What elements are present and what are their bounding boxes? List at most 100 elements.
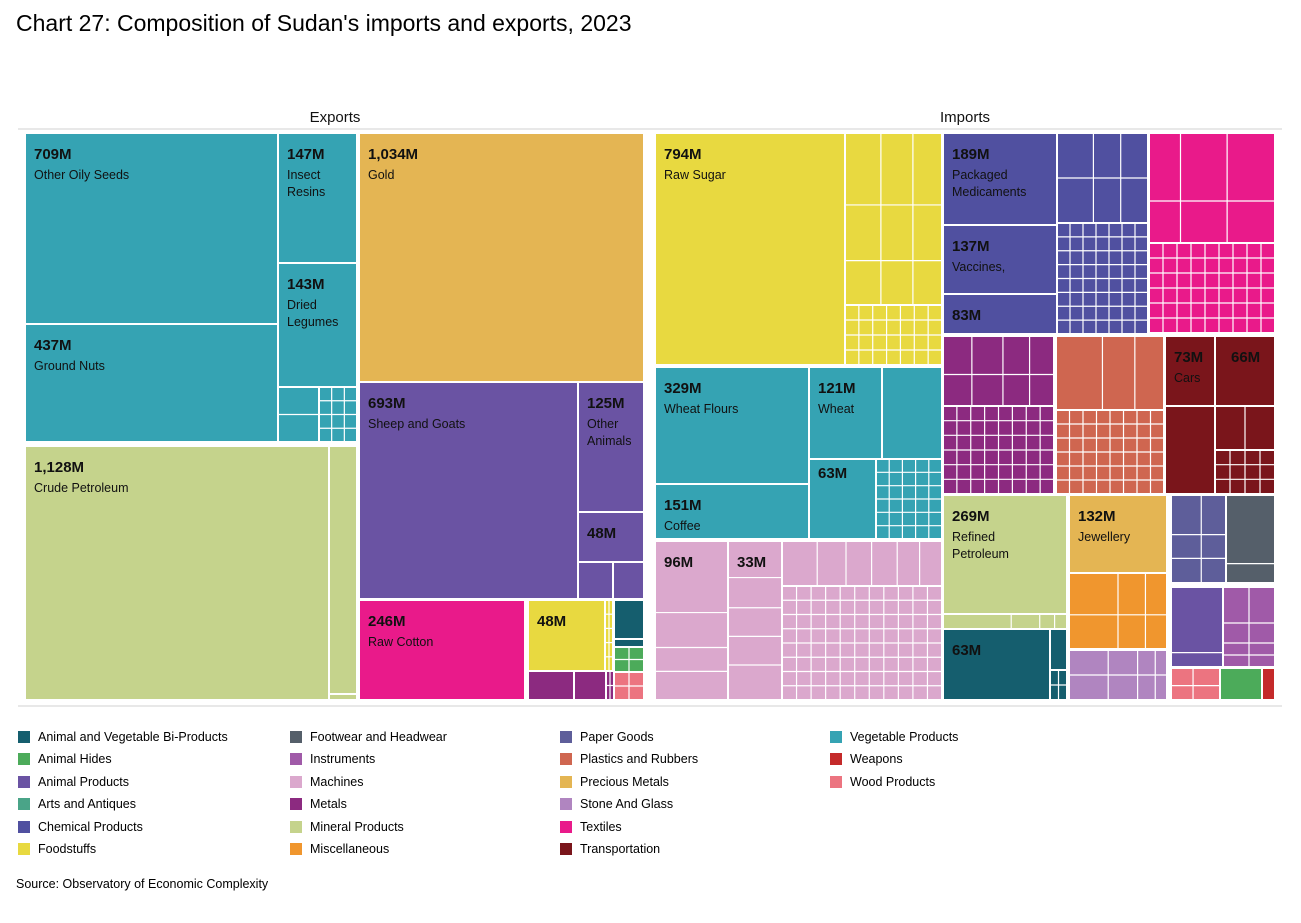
source-note: Source: Observatory of Economic Complexi… bbox=[16, 877, 269, 891]
legend-swatch bbox=[560, 843, 572, 855]
legend-item: Plastics and Rubbers bbox=[560, 752, 698, 766]
data-label-name: Other Animals bbox=[587, 417, 631, 448]
treemap-subdivision bbox=[1215, 450, 1275, 494]
legend-item: Chemical Products bbox=[18, 820, 143, 834]
block-raw-sugar bbox=[654, 132, 846, 366]
legend-swatch bbox=[18, 820, 30, 833]
legend-item: Animal Products bbox=[18, 775, 129, 789]
legend-item: Animal and Vegetable Bi-Products bbox=[18, 730, 228, 744]
data-label-name: Coffee bbox=[664, 519, 701, 533]
legend-label: Metals bbox=[310, 797, 347, 812]
legend-item: Precious Metals bbox=[560, 775, 669, 789]
data-label-value: 73M bbox=[1174, 349, 1203, 366]
block-veg-63m bbox=[808, 458, 877, 540]
data-label-name: Insect Resins bbox=[287, 168, 325, 199]
legend-item: Arts and Antiques bbox=[18, 797, 136, 811]
block-raw-cotton bbox=[358, 599, 526, 701]
legend-swatch bbox=[830, 731, 842, 743]
data-label-name: Other Oily Seeds bbox=[34, 168, 129, 182]
block-bi-63m bbox=[942, 628, 1051, 701]
block-machines-33m bbox=[727, 540, 783, 701]
legend-label: Transportation bbox=[580, 842, 661, 856]
treemap-subdivision bbox=[943, 336, 1054, 406]
legend-swatch bbox=[290, 775, 302, 788]
data-label-name: Cars bbox=[1174, 371, 1200, 385]
data-label-name: Ground Nuts bbox=[34, 359, 105, 373]
legend-label: Animal Products bbox=[38, 774, 130, 789]
legend-label: Plastics and Rubbers bbox=[580, 752, 699, 767]
block-bi-products bbox=[613, 638, 645, 648]
treemap-subdivision bbox=[1149, 243, 1275, 333]
legend-item: Mineral Products bbox=[290, 820, 404, 834]
block-mineral-tiny bbox=[328, 693, 358, 701]
block-sheep-goats bbox=[358, 381, 579, 600]
legend-swatch bbox=[560, 820, 572, 833]
block-coffee bbox=[654, 483, 810, 540]
treemap-subdivision bbox=[1223, 587, 1275, 667]
panel-title-exports: Exports bbox=[310, 109, 361, 126]
treemap-subdivision bbox=[1171, 668, 1220, 700]
block-machines-group bbox=[781, 540, 943, 587]
block-animal-small bbox=[612, 561, 645, 600]
legend-swatch bbox=[18, 843, 30, 855]
treemap-subdivision bbox=[728, 576, 782, 666]
legend-item: Transportation bbox=[560, 842, 660, 856]
block-dried-legumes bbox=[277, 262, 358, 388]
block-paper bbox=[1170, 494, 1227, 584]
data-label-value: 437M bbox=[34, 337, 72, 354]
block-crude-petroleum bbox=[24, 445, 330, 701]
data-label-value: 48M bbox=[537, 613, 566, 630]
block-veg-import bbox=[881, 366, 943, 460]
treemap-subdivision bbox=[614, 647, 644, 672]
data-label-value: 1,128M bbox=[34, 459, 84, 476]
data-label-value: 1,034M bbox=[368, 146, 418, 163]
data-label-name: Packaged Medicaments bbox=[952, 168, 1026, 199]
data-label-value: 96M bbox=[664, 554, 693, 571]
data-label-value: 137M bbox=[952, 238, 990, 255]
block-bi-products bbox=[613, 599, 645, 640]
legend-label: Footwear and Headwear bbox=[310, 730, 447, 744]
legend-item: Textiles bbox=[560, 820, 622, 834]
treemap-subdivision bbox=[876, 459, 942, 539]
block-gold bbox=[358, 132, 645, 383]
treemap-subdivision bbox=[614, 672, 644, 700]
legend-swatch bbox=[290, 820, 302, 833]
data-label-value: 189M bbox=[952, 146, 990, 163]
block-wood bbox=[1170, 667, 1221, 701]
data-label-value: 143M bbox=[287, 276, 325, 293]
block-metals bbox=[573, 670, 607, 701]
legend-swatch bbox=[290, 731, 302, 743]
data-label-name: Crude Petroleum bbox=[34, 481, 129, 495]
treemap-subdivision bbox=[1069, 573, 1167, 649]
data-label-value: 709M bbox=[34, 146, 72, 163]
data-label-name: Jewellery bbox=[1078, 530, 1131, 544]
block-other-animals bbox=[577, 381, 645, 513]
block-bi-small bbox=[1049, 628, 1068, 671]
block-hides-import bbox=[1219, 667, 1263, 701]
data-label-value: 693M bbox=[368, 395, 406, 412]
data-label-value: 151M bbox=[664, 497, 702, 514]
block-mineral-import bbox=[942, 613, 1068, 630]
chart-title: Chart 27: Composition of Sudan's imports… bbox=[16, 10, 632, 36]
block-animal-import bbox=[1170, 586, 1224, 668]
data-label-value: 329M bbox=[664, 380, 702, 397]
block-metals-import bbox=[942, 335, 1055, 407]
legend-item: Metals bbox=[290, 797, 347, 811]
treemap-subdivision bbox=[1057, 133, 1148, 223]
legend-swatch bbox=[290, 753, 302, 766]
block-transport bbox=[1164, 405, 1216, 495]
legend-item: Machines bbox=[290, 775, 364, 789]
legend-swatch bbox=[290, 843, 302, 855]
treemap-subdivision bbox=[605, 600, 613, 671]
legend-label: Instruments bbox=[310, 752, 376, 767]
treemap-subdivision bbox=[782, 586, 942, 700]
panel-title-imports: Imports bbox=[940, 109, 990, 126]
legend-item: Stone And Glass bbox=[560, 797, 673, 811]
data-label-value: 48M bbox=[587, 525, 616, 542]
data-label-name: Sheep and Goats bbox=[368, 417, 465, 431]
data-label-value: 33M bbox=[737, 554, 766, 571]
legend-swatch bbox=[18, 798, 30, 811]
legend: Animal and Vegetable Bi-Products Animal H… bbox=[18, 730, 1118, 860]
treemap-subdivision bbox=[1069, 650, 1167, 700]
